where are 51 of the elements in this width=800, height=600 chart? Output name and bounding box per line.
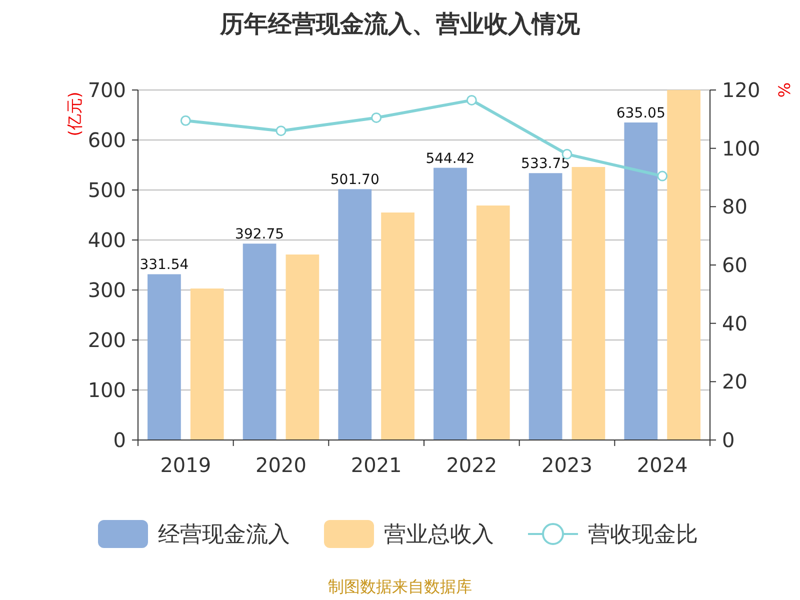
- data-label: 635.05: [616, 105, 666, 122]
- y2-tick-label: 120: [722, 78, 760, 102]
- bar: [286, 254, 320, 440]
- point: [180, 115, 191, 126]
- data-label: 501.70: [330, 172, 380, 188]
- y2-axis-title: %: [775, 82, 794, 98]
- bar: [338, 189, 372, 440]
- bar: [624, 122, 658, 440]
- x-tick-label: 2020: [256, 453, 306, 477]
- bar: [242, 244, 276, 440]
- bar: [476, 206, 510, 440]
- data-label: 331.54: [140, 257, 189, 274]
- point: [657, 170, 668, 182]
- x-tick-label: 2019: [160, 453, 212, 477]
- y2-tick-label: 60: [722, 253, 748, 277]
- x-tick-label: 2023: [542, 453, 592, 477]
- y-tick-label: 300: [88, 278, 126, 302]
- bar: [667, 90, 700, 440]
- point: [466, 94, 477, 106]
- point: [371, 112, 382, 123]
- data-label: 544.42: [426, 150, 475, 167]
- legend-label: 营收现金比: [588, 522, 698, 548]
- x-tick-label: 2021: [350, 453, 402, 477]
- x-tick-label: 2024: [636, 453, 688, 477]
- legend-label: 经营现金流入: [158, 522, 290, 548]
- bar: [148, 274, 181, 440]
- chart-title: 历年经营现金流入、营业收入情况: [219, 10, 581, 38]
- y2-tick-label: 100: [722, 136, 760, 160]
- y-tick-label: 600: [88, 128, 126, 152]
- point: [276, 126, 286, 136]
- y-tick-label: 0: [113, 428, 126, 452]
- y2-tick-label: 40: [722, 311, 748, 336]
- bar: [434, 168, 467, 440]
- y-tick-label: 200: [88, 328, 126, 352]
- bar: [381, 212, 414, 440]
- bar: [190, 288, 224, 440]
- y-tick-label: 100: [88, 378, 126, 402]
- bar: [572, 167, 606, 440]
- y2-tick-label: 20: [722, 370, 748, 394]
- y-tick-label: 500: [88, 178, 126, 202]
- y2-tick-label: 80: [722, 194, 748, 219]
- data-label: 533.75: [521, 156, 570, 172]
- text: 制图数据来自数据库: [328, 577, 472, 596]
- legend-label: 营业总收入: [384, 522, 494, 548]
- y-tick-label: 700: [88, 78, 126, 102]
- y-tick-label: 400: [88, 228, 126, 252]
- data-label: 392.75: [235, 226, 284, 243]
- y-axis-title: (亿元): [65, 92, 84, 136]
- bar: [528, 173, 562, 440]
- y2-tick-label: 0: [722, 428, 735, 452]
- x-tick-label: 2022: [446, 453, 498, 477]
